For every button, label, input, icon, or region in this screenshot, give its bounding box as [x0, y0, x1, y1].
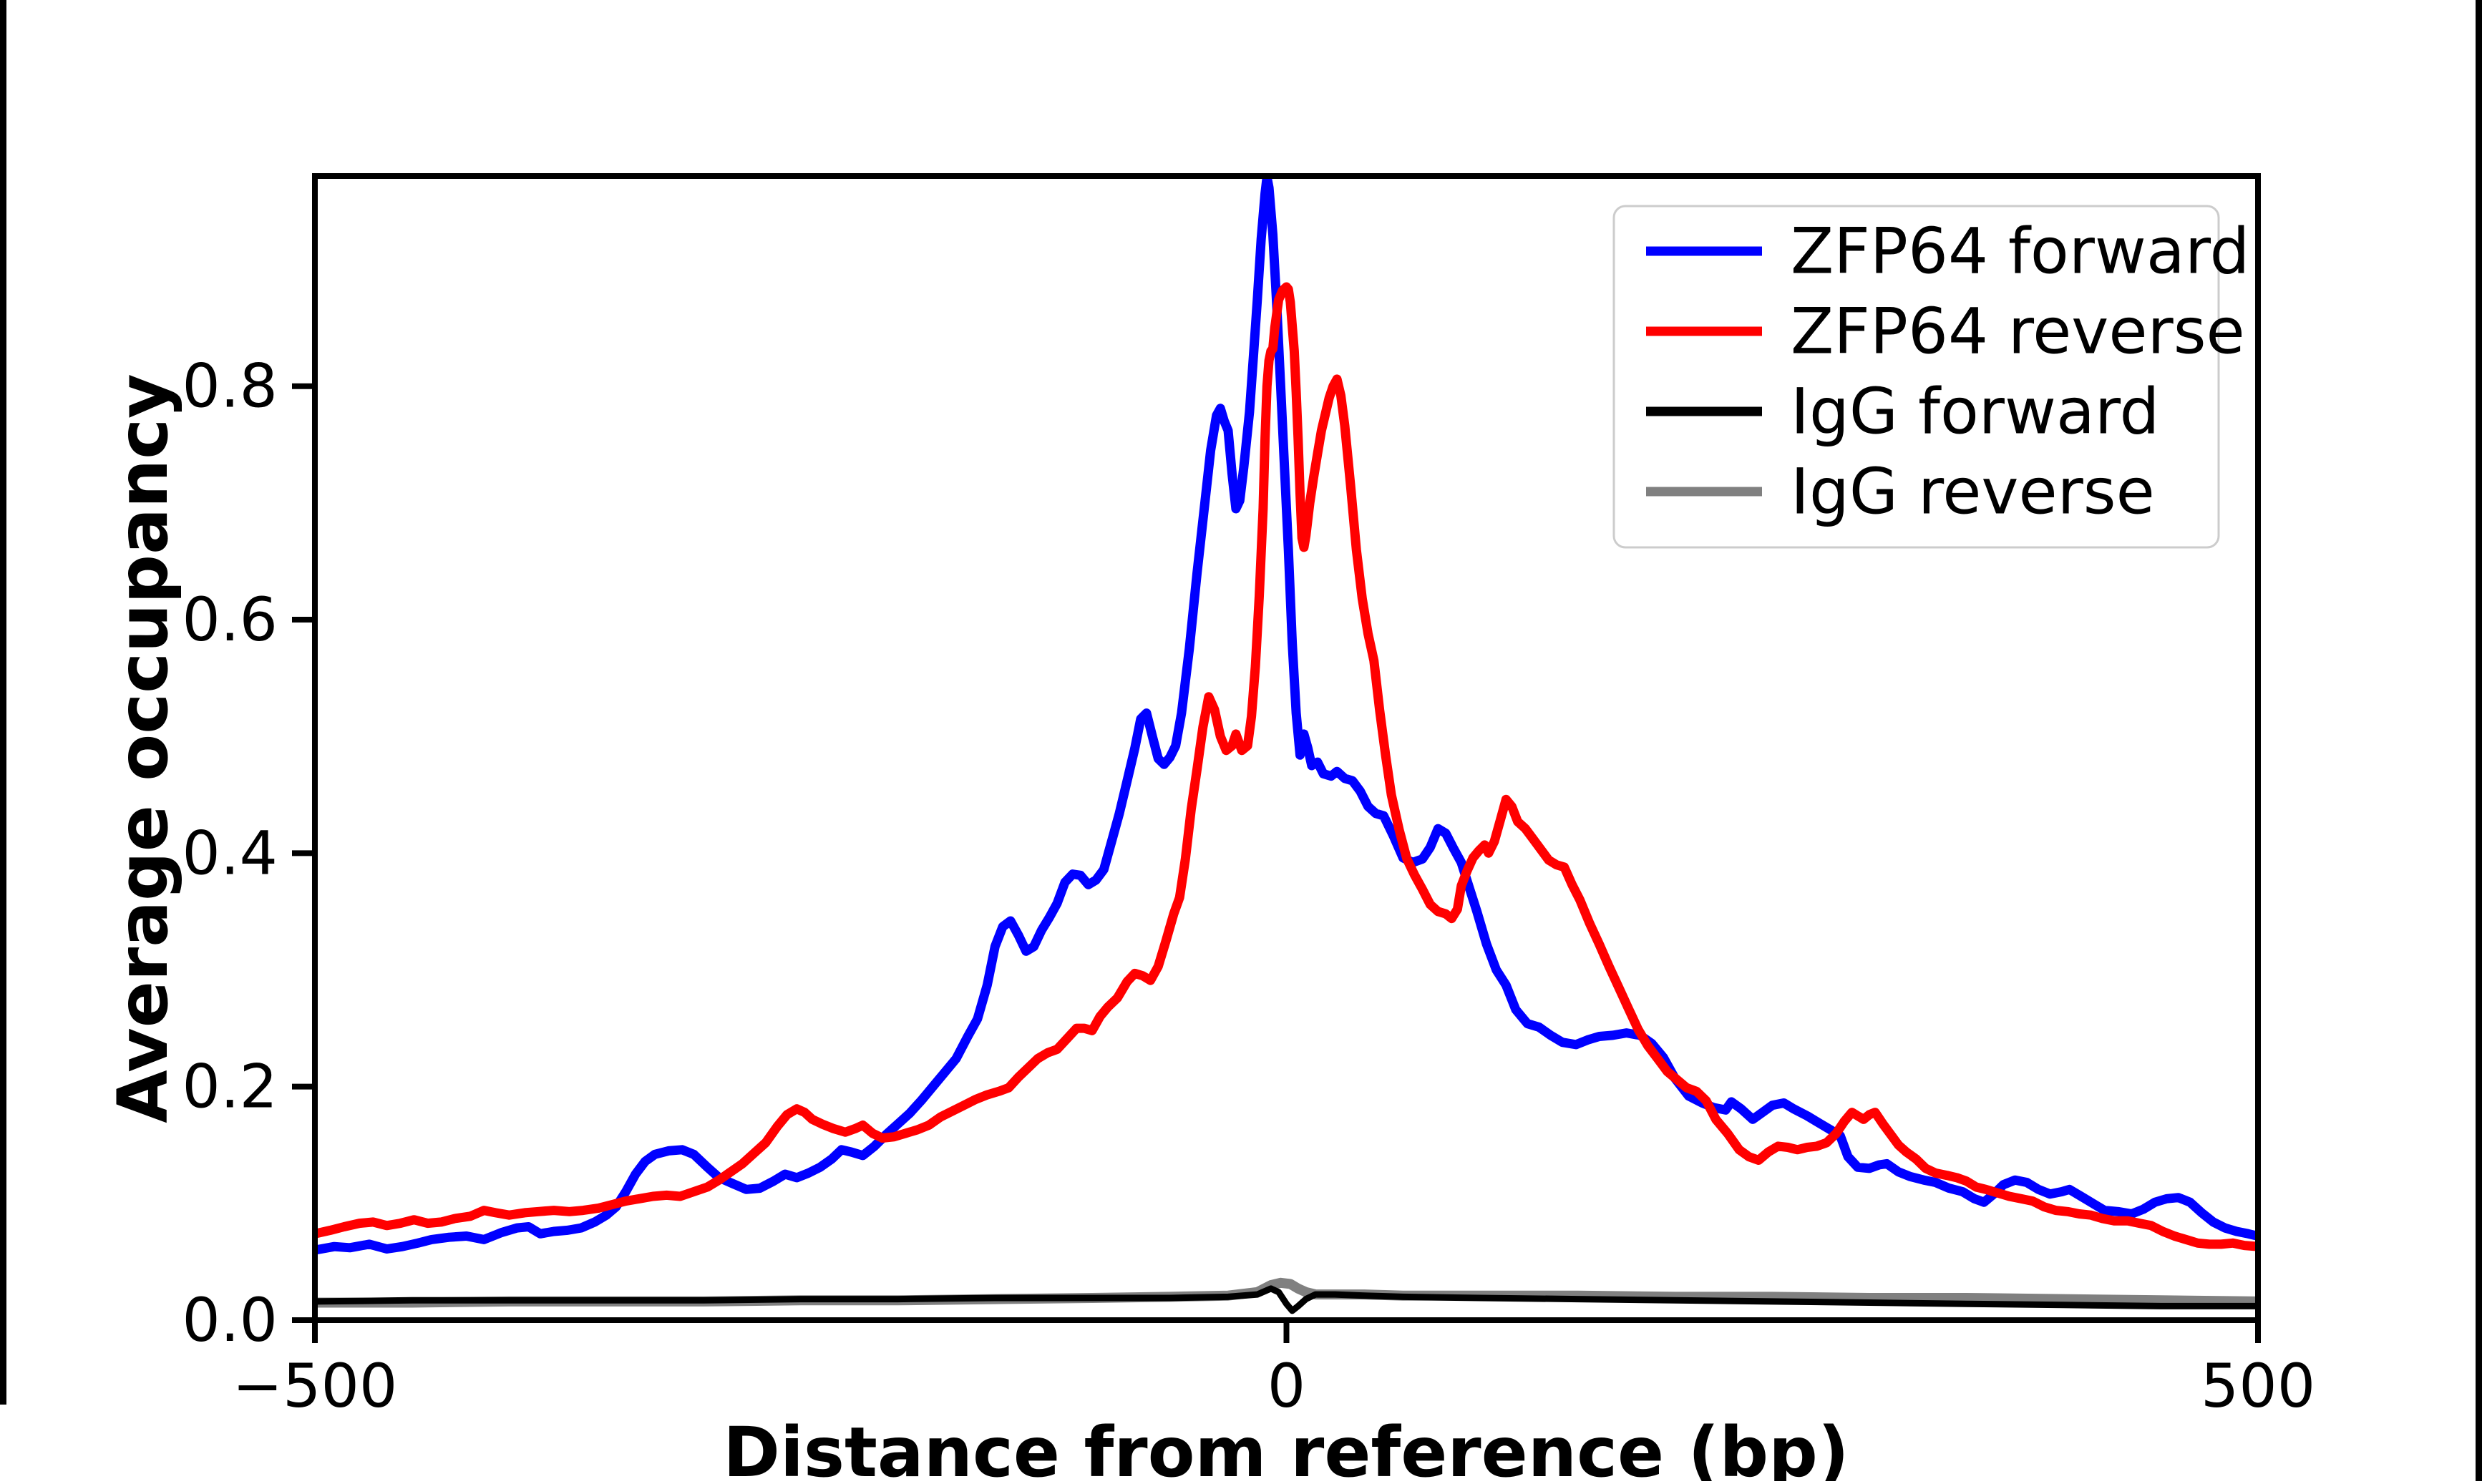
series-zfp64-reverse [315, 282, 2258, 1251]
legend-item-zfp64-reverse: ZFP64 reverse [1646, 295, 2245, 368]
y-axis: 0.0 0.2 0.4 0.6 0.8 [182, 351, 315, 1355]
x-tick-label: 0 [1267, 1351, 1305, 1421]
y-tick-label: 0.0 [182, 1285, 278, 1355]
legend-label: ZFP64 forward [1791, 215, 2249, 288]
x-axis-title: Distance from reference (bp) [723, 1412, 1849, 1481]
y-tick-label: 0.8 [182, 351, 278, 421]
y-tick-label: 0.6 [182, 585, 278, 655]
legend-item-igg-forward: IgG forward [1646, 375, 2159, 449]
y-tick-label: 0.4 [182, 818, 278, 888]
y-axis-title: Average occupancy [103, 374, 183, 1123]
screen-edge-right [2476, 0, 2482, 1481]
legend-item-igg-reverse: IgG reverse [1646, 455, 2155, 529]
x-axis: −500 0 500 [233, 1320, 2315, 1421]
x-tick-label: 500 [2201, 1351, 2315, 1421]
x-tick-label: −500 [233, 1351, 398, 1421]
y-tick-label: 0.2 [182, 1052, 278, 1122]
legend-label: ZFP64 reverse [1791, 295, 2245, 368]
series-group [315, 176, 2258, 1314]
legend-item-zfp64-forward: ZFP64 forward [1646, 215, 2249, 288]
screen-edge-left [0, 0, 6, 1405]
series-zfp64-forward [315, 176, 2258, 1255]
legend-box [1612, 205, 2220, 549]
legend-label: IgG reverse [1791, 455, 2155, 529]
series-igg-forward [315, 1285, 2258, 1314]
legend-label: IgG forward [1791, 375, 2159, 449]
